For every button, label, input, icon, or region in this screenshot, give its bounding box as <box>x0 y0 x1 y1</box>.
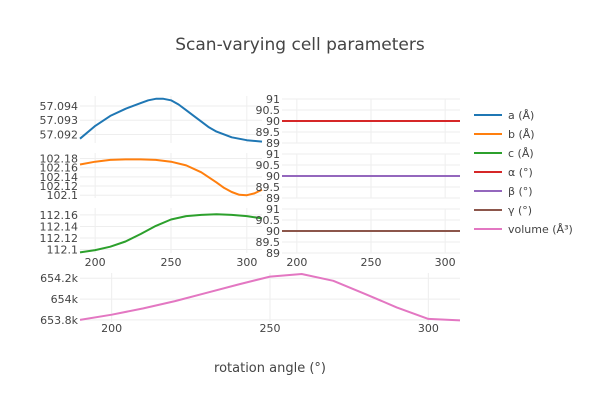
y-tick-label: 654k <box>51 293 79 306</box>
y-tick-label: 112.1 <box>47 244 79 257</box>
y-tick-label: 57.092 <box>40 128 79 141</box>
legend-label: volume (Å³) <box>508 223 573 236</box>
y-tick-label: 89.5 <box>256 126 281 139</box>
y-tick-label: 57.094 <box>40 100 79 113</box>
y-tick-label: 89 <box>266 247 280 260</box>
y-tick-label: 90 <box>266 225 280 238</box>
legend-label: α (°) <box>508 166 533 179</box>
x-axis-volume: 200 250 300 <box>101 322 439 335</box>
legend-item-volume[interactable]: volume (Å³) <box>474 223 573 236</box>
y-tick-label: 112.14 <box>40 220 79 233</box>
x-tick-label: 250 <box>361 256 382 269</box>
x-tick-label: 200 <box>85 256 106 269</box>
x-axis-gamma: 200 250 300 <box>286 256 455 269</box>
x-axis-c: 200 250 300 <box>85 256 258 269</box>
y-tick-label: 102.1 <box>47 189 79 202</box>
plot-panels: 57.09257.09357.094102.1102.12102.14102.1… <box>40 93 461 335</box>
legend-label: β (°) <box>508 185 533 198</box>
legend-label: a (Å) <box>508 109 534 122</box>
y-tick-label: 89 <box>266 137 280 150</box>
y-tick-label: 90.5 <box>256 214 281 227</box>
y-tick-label: 102.16 <box>40 162 79 175</box>
x-tick-label: 200 <box>286 256 307 269</box>
y-tick-label: 90 <box>266 115 280 128</box>
legend-label: c (Å) <box>508 147 534 160</box>
series-line-volume <box>79 273 461 322</box>
x-tick-label: 250 <box>161 256 182 269</box>
y-tick-label: 90.5 <box>256 159 281 172</box>
y-tick-label: 654.2k <box>40 272 78 285</box>
y-tick-label: 57.093 <box>40 114 79 127</box>
y-tick-label: 112.12 <box>40 232 79 245</box>
y-tick-label: 89.5 <box>256 236 281 249</box>
legend-item-alpha[interactable]: α (°) <box>474 166 533 179</box>
y-tick-label: 91 <box>266 203 280 216</box>
legend-item-beta[interactable]: β (°) <box>474 185 533 198</box>
x-tick-label: 200 <box>101 322 122 335</box>
y-tick-label: 112.16 <box>40 209 79 222</box>
series-line-b <box>79 158 263 197</box>
legend-item-gamma[interactable]: γ (°) <box>474 204 532 217</box>
x-axis-label: rotation angle (°) <box>214 361 326 376</box>
x-tick-label: 300 <box>435 256 456 269</box>
y-tick-label: 91 <box>266 148 280 161</box>
y-tick-label: 90.5 <box>256 104 281 117</box>
legend-item-b[interactable]: b (Å) <box>474 128 535 141</box>
y-tick-label: 653.8k <box>40 314 78 327</box>
series-line-c <box>79 213 263 254</box>
y-tick-label: 89.5 <box>256 181 281 194</box>
x-tick-label: 300 <box>236 256 257 269</box>
chart-title: Scan-varying cell parameters <box>175 35 425 55</box>
y-tick-label: 89 <box>266 192 280 205</box>
legend-item-a[interactable]: a (Å) <box>474 109 534 122</box>
x-tick-label: 300 <box>418 322 439 335</box>
y-tick-label: 90 <box>266 170 280 183</box>
panel-volume: 653.8k 654k 654.2k <box>40 272 461 327</box>
y-tick-label: 102.18 <box>40 153 79 166</box>
legend-label: b (Å) <box>508 128 535 141</box>
legend[interactable]: a (Å) b (Å) c (Å) α (°) β (°) γ (°) volume (Å³… <box>474 109 573 236</box>
y-tick-label: 91 <box>266 93 280 106</box>
legend-item-c[interactable]: c (Å) <box>474 147 534 160</box>
y-tick-label: 102.12 <box>40 180 79 193</box>
y-tick-label: 102.14 <box>40 171 79 184</box>
legend-label: γ (°) <box>508 204 532 217</box>
x-tick-label: 250 <box>260 322 281 335</box>
series-line-a <box>79 97 263 143</box>
